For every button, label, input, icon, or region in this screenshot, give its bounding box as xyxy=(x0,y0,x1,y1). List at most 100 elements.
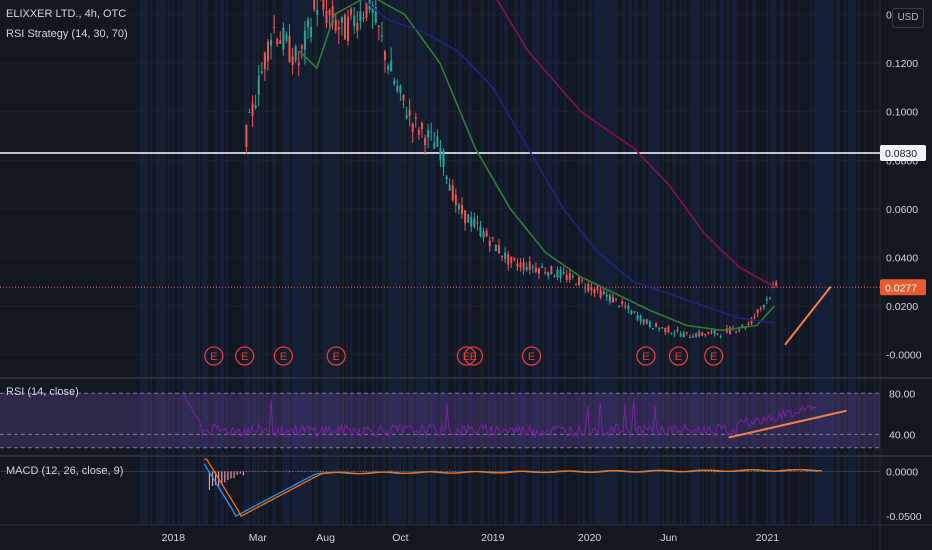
candle-body[interactable] xyxy=(587,284,590,291)
strategy-legend[interactable]: RSI Strategy (14, 30, 70) xyxy=(6,28,128,40)
candle-body[interactable] xyxy=(633,311,636,313)
candle-body[interactable] xyxy=(581,279,584,281)
candle-body[interactable] xyxy=(488,240,491,247)
rsi-pane[interactable] xyxy=(0,391,880,449)
candle-body[interactable] xyxy=(436,136,439,147)
candle-body[interactable] xyxy=(645,319,648,324)
candle-body[interactable] xyxy=(534,267,537,272)
candle-body[interactable] xyxy=(538,268,540,274)
candle-body[interactable] xyxy=(516,263,519,267)
candle-body[interactable] xyxy=(621,301,624,305)
candle-body[interactable] xyxy=(454,194,457,206)
candle-body[interactable] xyxy=(402,94,405,101)
candle-body[interactable] xyxy=(353,15,356,27)
earnings-marker[interactable]: E xyxy=(234,346,255,366)
candle-body[interactable] xyxy=(658,328,661,330)
candle-body[interactable] xyxy=(482,231,485,238)
candle-body[interactable] xyxy=(719,335,722,337)
candle-body[interactable] xyxy=(501,255,504,257)
candle-body[interactable] xyxy=(615,298,617,300)
candle-body[interactable] xyxy=(359,11,362,21)
candle-body[interactable] xyxy=(263,52,266,70)
candle-body[interactable] xyxy=(279,40,282,44)
candle-body[interactable] xyxy=(599,289,602,298)
macd-pane[interactable] xyxy=(0,458,880,517)
candle-body[interactable] xyxy=(593,289,596,294)
candle-body[interactable] xyxy=(479,226,482,236)
price-axis[interactable]: 0.14000.12000.10000.08000.06000.04000.02… xyxy=(880,10,926,523)
time-axis[interactable]: 2018 Mar Aug Oct 2019 2020 Jun 2021 xyxy=(162,532,780,544)
candle-body[interactable] xyxy=(750,318,753,324)
candle-body[interactable] xyxy=(655,323,658,327)
candle-body[interactable] xyxy=(728,327,731,334)
candle-body[interactable] xyxy=(266,41,269,62)
candle-body[interactable] xyxy=(636,315,639,320)
candle-body[interactable] xyxy=(692,336,694,338)
candle-body[interactable] xyxy=(759,307,762,309)
candle-body[interactable] xyxy=(307,19,309,28)
candle-body[interactable] xyxy=(497,245,500,254)
candle-body[interactable] xyxy=(667,326,670,333)
candle-body[interactable] xyxy=(679,333,682,337)
candle-body[interactable] xyxy=(282,27,285,50)
candle-body[interactable] xyxy=(399,85,402,93)
candle-body[interactable] xyxy=(310,27,313,38)
earnings-marker[interactable]: E xyxy=(521,346,542,366)
candle-body[interactable] xyxy=(303,30,306,51)
candle-body[interactable] xyxy=(547,272,550,277)
candle-body[interactable] xyxy=(328,9,331,16)
earnings-marker[interactable]: E xyxy=(204,346,224,366)
candle-body[interactable] xyxy=(334,19,337,32)
candle-body[interactable] xyxy=(433,142,436,149)
candle-body[interactable] xyxy=(627,305,630,310)
candle-body[interactable] xyxy=(550,266,553,275)
candle-body[interactable] xyxy=(578,277,581,286)
candle-body[interactable] xyxy=(559,269,562,279)
candle-body[interactable] xyxy=(322,0,325,10)
candle-body[interactable] xyxy=(273,26,276,29)
candle-body[interactable] xyxy=(707,332,710,335)
candle-body[interactable] xyxy=(260,71,263,74)
candle-body[interactable] xyxy=(605,294,608,297)
candle-body[interactable] xyxy=(491,237,494,239)
candle-body[interactable] xyxy=(602,291,605,294)
candle-body[interactable] xyxy=(350,8,353,15)
candle-body[interactable] xyxy=(424,137,427,146)
candle-body[interactable] xyxy=(457,204,460,210)
candle-body[interactable] xyxy=(710,331,713,333)
candle-body[interactable] xyxy=(624,306,627,308)
candle-body[interactable] xyxy=(584,287,587,289)
candle-body[interactable] xyxy=(590,286,593,291)
candle-body[interactable] xyxy=(504,252,507,260)
candle-body[interactable] xyxy=(704,333,707,336)
candle-body[interactable] xyxy=(387,66,390,70)
candle-body[interactable] xyxy=(528,261,531,270)
candle-body[interactable] xyxy=(507,254,510,265)
candle-body[interactable] xyxy=(596,286,599,290)
candle-body[interactable] xyxy=(519,262,522,268)
earnings-marker[interactable]: E xyxy=(704,346,724,366)
candle-body[interactable] xyxy=(288,35,291,62)
candle-body[interactable] xyxy=(356,23,359,31)
candle-body[interactable] xyxy=(390,60,393,72)
candle-body[interactable] xyxy=(676,329,679,332)
candle-body[interactable] xyxy=(451,185,454,201)
candle-body[interactable] xyxy=(756,309,759,314)
macd-legend[interactable]: MACD (12, 26, close, 9) xyxy=(6,465,124,477)
candle-body[interactable] xyxy=(445,176,448,180)
candle-body[interactable] xyxy=(343,14,346,40)
candle-body[interactable] xyxy=(574,284,577,286)
candle-body[interactable] xyxy=(442,150,445,167)
candle-body[interactable] xyxy=(384,51,386,61)
candle-body[interactable] xyxy=(297,62,300,65)
candle-body[interactable] xyxy=(735,331,738,333)
candle-body[interactable] xyxy=(377,25,380,27)
candle-body[interactable] xyxy=(673,333,676,335)
earnings-marker[interactable]: E xyxy=(668,346,689,366)
candle-body[interactable] xyxy=(337,27,340,30)
candle-body[interactable] xyxy=(741,325,744,328)
candle-body[interactable] xyxy=(325,10,328,24)
candle-body[interactable] xyxy=(285,34,288,41)
candle-body[interactable] xyxy=(427,130,430,138)
